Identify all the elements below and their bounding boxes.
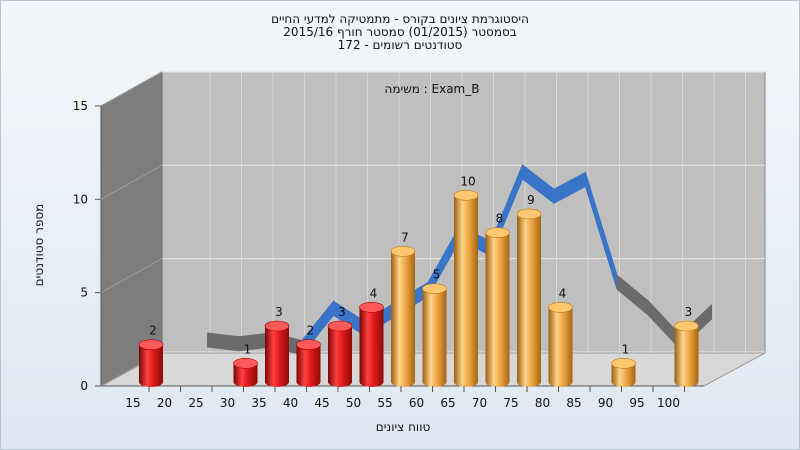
bar-value-label: 2 — [307, 324, 315, 338]
bar-body — [296, 344, 321, 387]
y-tick-label: 0 — [80, 379, 88, 393]
x-tick-label: 90 — [598, 396, 613, 410]
bar-body — [422, 288, 447, 387]
bar-value-label: 7 — [401, 230, 409, 244]
bar-body — [391, 251, 415, 387]
y-tick-label: 10 — [73, 192, 88, 206]
bar-value-label: 5 — [433, 268, 441, 282]
x-tick-label: 30 — [220, 396, 235, 410]
y-tick-label: 15 — [73, 99, 88, 113]
x-tick-label: 35 — [251, 396, 266, 410]
x-tick-label: 40 — [283, 396, 298, 410]
bar-body — [328, 325, 352, 387]
histogram-bar: 4 — [359, 286, 384, 387]
bar-value-label: 10 — [460, 174, 475, 188]
x-tick-label: 60 — [409, 396, 424, 410]
bar-top — [390, 246, 416, 257]
bar-top — [359, 302, 384, 313]
exam-annotation: משימה : Exam_B — [385, 82, 480, 96]
bar-top — [453, 190, 479, 201]
y-tick-label: 5 — [80, 286, 88, 300]
bar-value-label: 3 — [685, 305, 693, 319]
bar-body — [485, 232, 510, 387]
chart-title-line-3: סטודנטים רשומים - 172 — [337, 38, 463, 52]
bar-value-label: 1 — [244, 342, 252, 356]
bar-top — [674, 320, 699, 332]
bar-value-label: 1 — [622, 342, 630, 356]
x-tick-label: 50 — [346, 396, 361, 410]
histogram-bar: 1 — [233, 342, 258, 387]
x-tick-label: 65 — [440, 396, 455, 410]
histogram-bar: 7 — [390, 230, 416, 387]
x-tick-label: 70 — [472, 396, 487, 410]
plot-left-wall — [100, 71, 163, 387]
bar-value-label: 2 — [149, 324, 157, 338]
chart-title-line-2: בסמסטר (01/2015) סמסטר חורף 2015/16 — [283, 25, 517, 39]
x-tick-label: 15 — [125, 396, 140, 410]
histogram-bar: 5 — [422, 268, 447, 387]
x-tick-label: 25 — [188, 396, 203, 410]
bar-body — [233, 363, 258, 387]
x-tick-label: 75 — [503, 396, 518, 410]
bar-top — [138, 339, 164, 350]
bar-top — [296, 339, 321, 350]
y-gridline-side — [100, 71, 163, 107]
histogram-bar: 2 — [138, 324, 164, 387]
x-axis-label: טווח ציונים — [376, 420, 431, 434]
bar-top — [327, 320, 353, 332]
bar-top — [548, 302, 573, 313]
bar-value-label: 4 — [370, 286, 378, 300]
histogram-bar: 3 — [327, 305, 353, 387]
bar-top — [611, 358, 636, 369]
x-tick-label: 100 — [657, 396, 680, 410]
bar-value-label: 4 — [559, 286, 567, 300]
x-tick-label: 95 — [629, 396, 644, 410]
bar-value-label: 8 — [496, 212, 504, 226]
bar-body — [454, 195, 478, 387]
x-tick-label: 85 — [566, 396, 581, 410]
histogram-bar: 2 — [296, 324, 321, 387]
bar-body — [139, 344, 163, 387]
histogram-bar: 3 — [674, 305, 699, 387]
bar-value-label: 9 — [527, 193, 535, 207]
y-gridline-side — [100, 164, 163, 200]
bar-body — [611, 363, 636, 387]
bar-body — [359, 307, 384, 387]
histogram-bar: 10 — [453, 174, 479, 387]
x-tick-label: 80 — [535, 396, 550, 410]
bar-value-label: 3 — [275, 305, 283, 319]
bar-value-label: 3 — [338, 305, 346, 319]
bar-top — [264, 320, 290, 332]
x-tick-label: 55 — [377, 396, 392, 410]
y-gridline-side — [100, 258, 163, 294]
bar-body — [265, 325, 289, 387]
histogram-bar: 4 — [548, 286, 573, 387]
histogram-bar: 9 — [516, 193, 542, 387]
y-axis-label: מספר סטודנטים — [32, 204, 46, 287]
histogram-bar: 8 — [485, 212, 510, 387]
bar-body — [674, 325, 699, 387]
histogram-bar: 1 — [611, 342, 636, 387]
x-tick-label: 20 — [157, 396, 172, 410]
x-tick-label: 45 — [314, 396, 329, 410]
bar-body — [517, 213, 541, 387]
bar-top — [422, 283, 447, 294]
bar-top — [233, 358, 258, 369]
bar-top — [485, 227, 510, 238]
bar-top — [516, 208, 542, 220]
histogram-bar: 3 — [264, 305, 290, 387]
chart-title-line-1: היסטוגרמת ציונים בקורס - מתמטיקה למדעי ה… — [271, 12, 529, 26]
bar-body — [548, 307, 573, 387]
